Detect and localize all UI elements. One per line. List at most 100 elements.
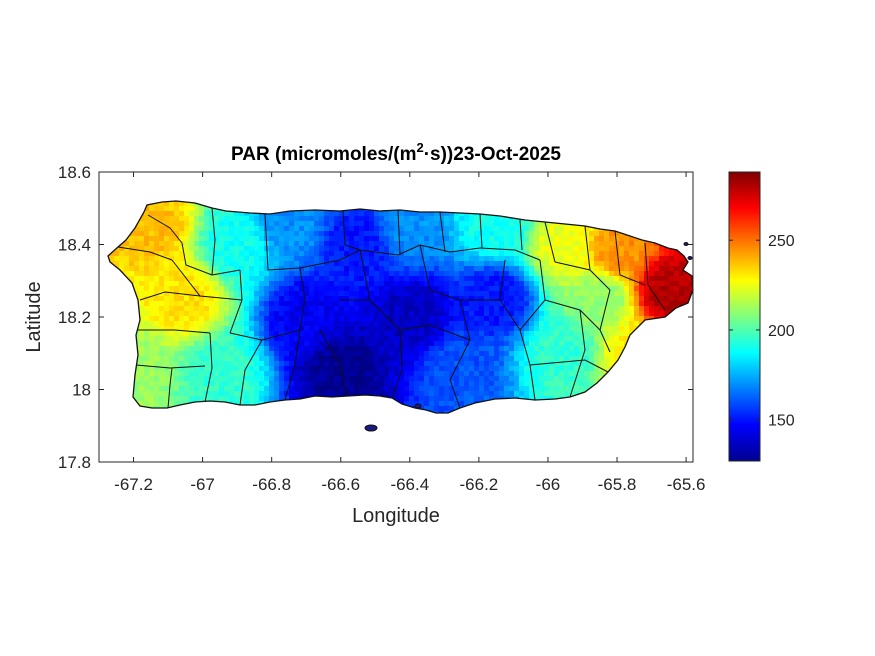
par-cell: [144, 221, 150, 227]
par-cell: [549, 296, 555, 302]
par-cell: [539, 376, 545, 382]
par-cell: [534, 316, 540, 322]
par-cell: [454, 366, 460, 372]
par-cell: [499, 346, 505, 352]
par-cell: [694, 341, 700, 347]
par-cell: [454, 331, 460, 337]
par-cell: [179, 276, 185, 282]
par-cell: [249, 276, 255, 282]
par-cell: [399, 351, 405, 357]
par-cell: [369, 286, 375, 292]
par-cell: [219, 316, 225, 322]
par-cell: [324, 326, 330, 332]
par-cell: [554, 376, 560, 382]
par-cell: [399, 381, 405, 387]
par-cell: [619, 311, 625, 317]
par-cell: [299, 361, 305, 367]
par-cell: [169, 341, 175, 347]
par-cell: [449, 351, 455, 357]
par-cell: [329, 251, 335, 257]
par-cell: [149, 266, 155, 272]
par-cell: [194, 366, 200, 372]
par-cell: [659, 296, 665, 302]
par-cell: [569, 261, 575, 267]
par-cell: [299, 301, 305, 307]
par-cell: [489, 306, 495, 312]
par-cell: [549, 301, 555, 307]
par-cell: [239, 216, 245, 222]
par-cell: [374, 371, 380, 377]
par-cell: [184, 256, 190, 262]
par-cell: [374, 351, 380, 357]
par-cell: [264, 256, 270, 262]
par-cell: [164, 261, 170, 267]
par-cell: [314, 241, 320, 247]
par-cell: [504, 216, 510, 222]
par-cell: [154, 216, 160, 222]
par-cell: [639, 266, 645, 272]
par-cell: [249, 351, 255, 357]
par-cell: [249, 361, 255, 367]
par-cell: [329, 266, 335, 272]
par-cell: [269, 316, 275, 322]
par-cell: [624, 251, 630, 257]
par-cell: [209, 276, 215, 282]
par-cell: [169, 361, 175, 367]
par-cell: [319, 241, 325, 247]
par-cell: [154, 201, 160, 207]
par-cell: [159, 331, 165, 337]
par-cell: [404, 226, 410, 232]
par-cell: [224, 291, 230, 297]
par-cell: [364, 266, 370, 272]
par-cell: [524, 226, 530, 232]
par-cell: [169, 221, 175, 227]
par-cell: [559, 236, 565, 242]
par-cell: [174, 211, 180, 217]
par-cell: [399, 211, 405, 217]
par-cell: [389, 356, 395, 362]
par-cell: [434, 216, 440, 222]
par-cell: [464, 341, 470, 347]
par-cell: [574, 236, 580, 242]
par-cell: [139, 351, 145, 357]
par-cell: [659, 301, 665, 307]
par-cell: [369, 366, 375, 372]
par-cell: [524, 381, 530, 387]
par-cell: [194, 306, 200, 312]
par-cell: [474, 306, 480, 312]
par-cell: [484, 306, 490, 312]
par-cell: [524, 241, 530, 247]
par-cell: [379, 231, 385, 237]
par-cell: [529, 276, 535, 282]
par-cell: [294, 366, 300, 372]
par-cell: [239, 261, 245, 267]
par-cell: [424, 401, 430, 407]
par-cell: [274, 391, 280, 397]
par-cell: [604, 251, 610, 257]
par-cell: [284, 226, 290, 232]
par-cell: [139, 281, 145, 287]
par-cell: [194, 351, 200, 357]
par-cell: [144, 281, 150, 287]
par-cell: [594, 271, 600, 277]
par-cell: [424, 361, 430, 367]
par-cell: [389, 236, 395, 242]
par-cell: [399, 226, 405, 232]
par-cell: [324, 366, 330, 372]
par-cell: [594, 231, 600, 237]
par-cell: [524, 301, 530, 307]
par-cell: [479, 261, 485, 267]
par-cell: [634, 291, 640, 297]
par-cell: [334, 276, 340, 282]
par-cell: [144, 346, 150, 352]
par-cell: [299, 271, 305, 277]
par-cell: [649, 281, 655, 287]
par-cell: [184, 386, 190, 392]
par-cell: [559, 231, 565, 237]
par-cell: [144, 381, 150, 387]
par-cell: [349, 276, 355, 282]
par-cell: [209, 211, 215, 217]
par-cell: [279, 226, 285, 232]
par-cell: [239, 301, 245, 307]
par-cell: [504, 301, 510, 307]
